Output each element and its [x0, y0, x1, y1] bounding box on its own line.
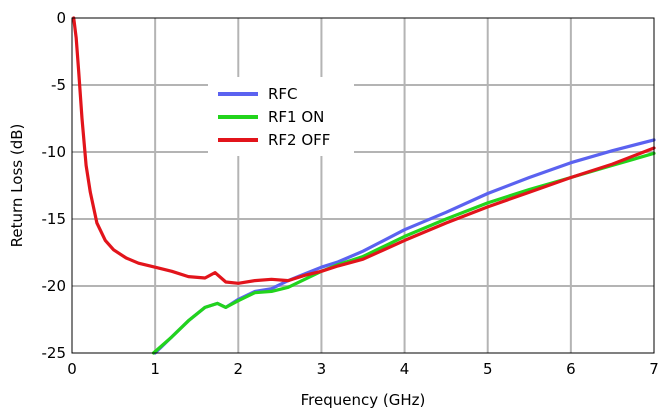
y-tick-label: -10 — [42, 143, 67, 161]
legend-label: RFC — [268, 85, 298, 103]
plot-frame — [71, 17, 655, 354]
x-tick-label: 3 — [317, 360, 327, 378]
x-tick-label: 4 — [400, 360, 410, 378]
x-tick-label: 2 — [234, 360, 244, 378]
x-tick-label: 7 — [649, 360, 658, 378]
x-tick-label: 1 — [150, 360, 160, 378]
legend-label: RF2 OFF — [268, 131, 330, 149]
legend: RFC RF1 ON RF2 OFF — [208, 77, 354, 156]
y-tick-label: -15 — [42, 210, 67, 228]
y-axis-label: Return Loss (dB) — [8, 124, 26, 248]
y-tick-label: -25 — [42, 344, 67, 362]
y-tick-label: -5 — [51, 76, 66, 94]
x-axis-label: Frequency (GHz) — [301, 391, 426, 409]
y-tick-label: 0 — [56, 9, 66, 27]
legend-label: RF1 ON — [268, 108, 324, 126]
tick-labels: 0 1 2 3 4 5 6 7 0 -5 -10 -15 -20 -25 — [42, 9, 658, 378]
y-tick-label: -20 — [42, 277, 67, 295]
series-line-1 — [151, 151, 656, 355]
series-line-2 — [72, 16, 656, 285]
series-lines — [72, 16, 656, 355]
x-tick-label: 0 — [67, 360, 77, 378]
x-tick-label: 5 — [483, 360, 493, 378]
x-tick-label: 6 — [566, 360, 576, 378]
grid-lines — [72, 18, 654, 353]
